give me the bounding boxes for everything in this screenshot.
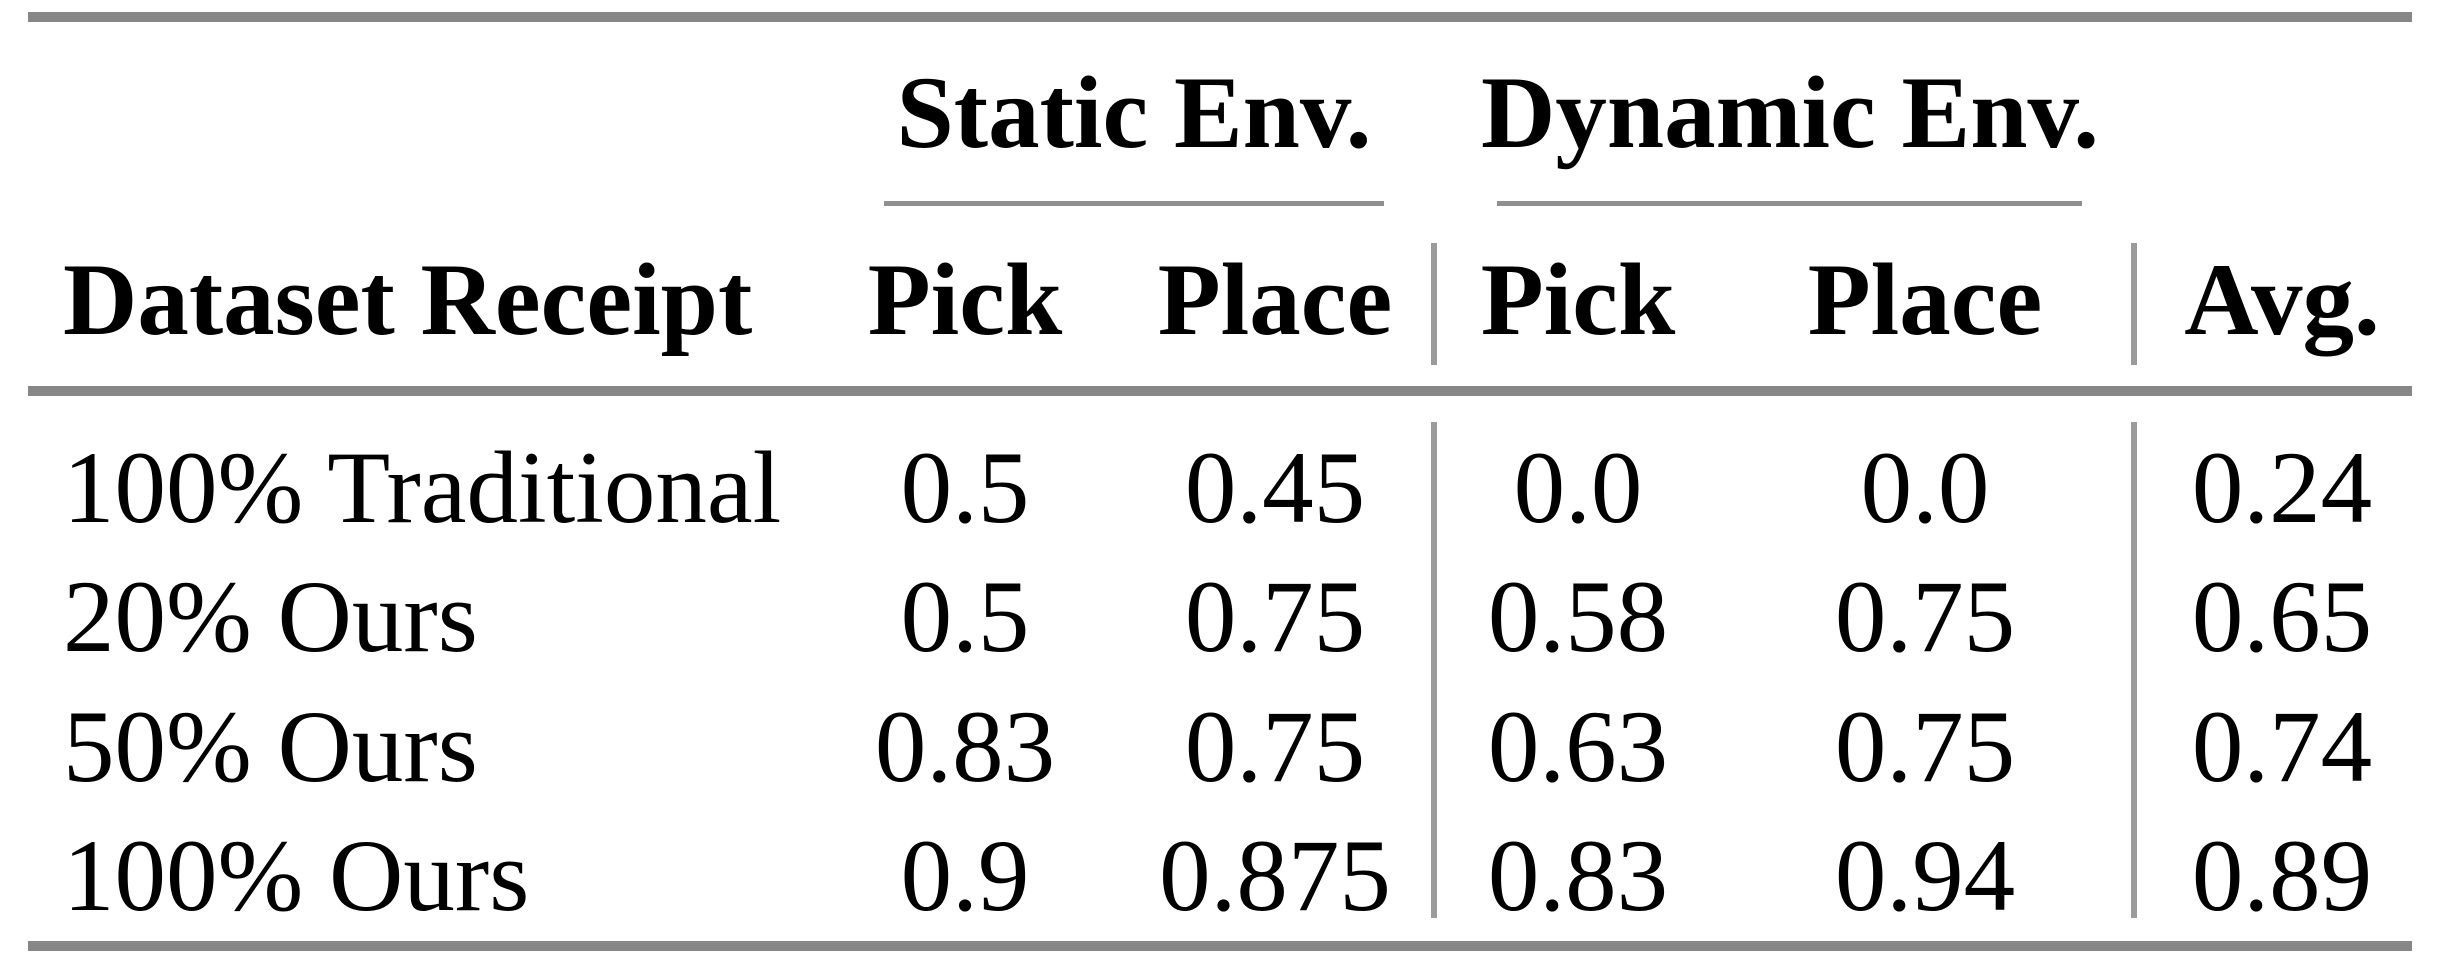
table-cell: 0.89 xyxy=(2191,819,2373,933)
table-cell: 0.24 xyxy=(2191,431,2373,545)
table-cell: 0.63 xyxy=(1487,690,1669,804)
vertical-separator-dynamic-avg xyxy=(2131,243,2137,365)
table-cell: 0.58 xyxy=(1487,560,1669,674)
table-bottom-rule xyxy=(28,941,2412,951)
column-header-avg: Avg. xyxy=(2184,243,2380,357)
column-header-static-pick: Pick xyxy=(867,243,1063,357)
column-header-dataset-receipt: Dataset Receipt xyxy=(63,243,753,357)
column-header-static-place: Place xyxy=(1157,243,1393,357)
vertical-separator-static-dynamic xyxy=(1431,422,1437,918)
row-label: 50% Ours xyxy=(63,690,478,804)
table-cell: 0.75 xyxy=(1834,690,2016,804)
dynamic-group-underline xyxy=(1497,201,2082,206)
vertical-separator-dynamic-avg xyxy=(2131,422,2137,918)
table-cell: 0.9 xyxy=(900,819,1030,933)
table-cell: 0.75 xyxy=(1184,560,1366,674)
row-label: 100% Ours xyxy=(63,819,530,933)
row-label: 100% Traditional xyxy=(63,431,782,545)
table-cell: 0.65 xyxy=(2191,560,2373,674)
column-header-dynamic-pick: Pick xyxy=(1480,243,1676,357)
table-top-rule xyxy=(28,12,2412,22)
table-cell: 0.0 xyxy=(1513,431,1643,545)
table-cell: 0.83 xyxy=(1487,819,1669,933)
table-cell: 0.875 xyxy=(1159,819,1391,933)
table-cell: 0.75 xyxy=(1834,560,2016,674)
table-cell: 0.5 xyxy=(900,431,1030,545)
column-header-dynamic-place: Place xyxy=(1807,243,2043,357)
column-group-static-env: Static Env. xyxy=(896,56,1372,170)
table-cell: 0.5 xyxy=(900,560,1030,674)
table-cell: 0.45 xyxy=(1184,431,1366,545)
table-cell: 0.0 xyxy=(1860,431,1990,545)
table-cell: 0.75 xyxy=(1184,690,1366,804)
table-cell: 0.74 xyxy=(2191,690,2373,804)
static-group-underline xyxy=(884,201,1384,206)
table-cell: 0.94 xyxy=(1834,819,2016,933)
vertical-separator-static-dynamic xyxy=(1431,243,1437,365)
column-group-dynamic-env: Dynamic Env. xyxy=(1480,56,2100,170)
table-header-rule xyxy=(28,386,2412,396)
table-cell: 0.83 xyxy=(874,690,1056,804)
row-label: 20% Ours xyxy=(63,560,478,674)
